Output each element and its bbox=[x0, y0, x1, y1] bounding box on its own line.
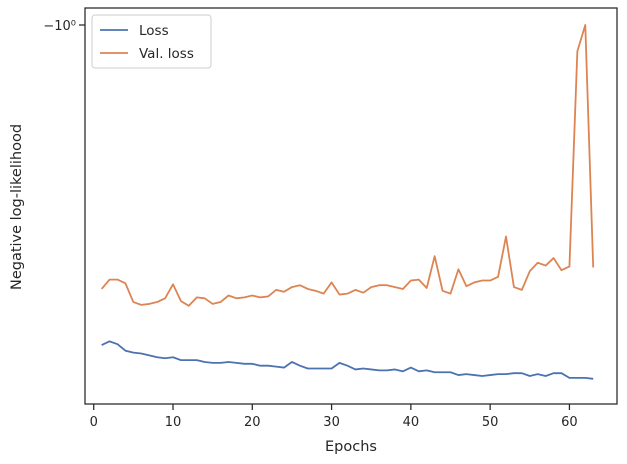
legend-label-loss: Loss bbox=[139, 23, 169, 39]
plot-frame bbox=[84, 7, 618, 405]
series-layer bbox=[100, 24, 595, 380]
x-axis: 0 10 20 30 40 50 60 bbox=[90, 404, 578, 430]
legend: Loss Val. loss bbox=[91, 14, 212, 69]
x-tick-label: 0 bbox=[90, 415, 98, 430]
y-axis: −10⁰ bbox=[43, 19, 85, 34]
x-axis-title: Epochs bbox=[325, 439, 377, 455]
x-tick-label: 50 bbox=[482, 415, 499, 430]
y-axis-title: Negative log-likelihood bbox=[9, 124, 25, 290]
x-tick-label: 40 bbox=[403, 415, 420, 430]
x-tick-label: 60 bbox=[561, 415, 578, 430]
series-line-val-loss bbox=[100, 24, 595, 307]
y-tick-label: −10⁰ bbox=[43, 19, 76, 34]
legend-frame bbox=[91, 14, 212, 69]
x-tick-label: 30 bbox=[323, 415, 340, 430]
x-tick-label: 20 bbox=[244, 415, 261, 430]
series-line-loss bbox=[101, 340, 594, 380]
legend-label-val-loss: Val. loss bbox=[139, 46, 194, 62]
x-tick-label: 10 bbox=[165, 415, 182, 430]
